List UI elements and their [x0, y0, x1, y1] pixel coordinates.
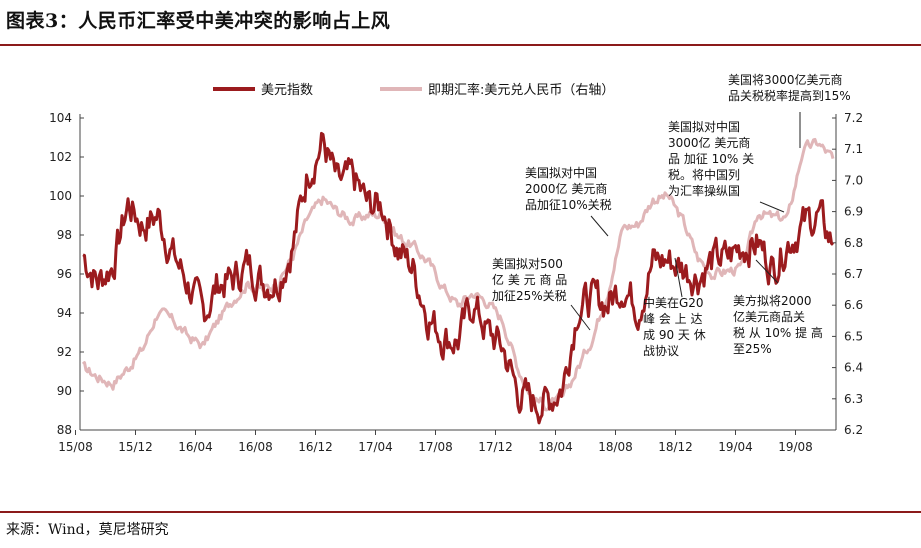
left-tick-label: 90	[57, 384, 72, 398]
x-tick-label: 16/08	[238, 440, 273, 454]
left-tick-label: 104	[49, 111, 72, 125]
x-tick-label: 15/12	[118, 440, 153, 454]
x-tick-label: 18/12	[658, 440, 693, 454]
source-note: 来源：Wind，莫尼塔研究	[6, 522, 169, 538]
right-tick-label: 6.4	[844, 361, 863, 375]
cny-rate-line	[81, 137, 835, 412]
left-tick-label: 98	[57, 228, 72, 242]
annotation-leader-line	[570, 304, 591, 331]
right-tick-label: 7.1	[844, 142, 863, 156]
annotation-text-line: 亿美元商品关	[733, 309, 805, 324]
left-tick-label: 88	[57, 423, 72, 437]
annotation-text-line: 成 90 天 休	[643, 328, 706, 342]
legend-label-cny: 即期汇率:美元兑人民币（右轴）	[428, 82, 614, 98]
right-tick-label: 6.9	[844, 205, 863, 219]
x-tick-label: 18/08	[598, 440, 633, 454]
annotation-leader-line	[759, 201, 785, 213]
annotation-text-line: 品 加征 10% 关	[668, 152, 754, 166]
right-tick-label: 6.2	[844, 423, 863, 437]
right-tick-label: 6.6	[844, 298, 863, 312]
right-tick-label: 6.7	[844, 267, 863, 281]
annotation-text-line: 美方拟将2000	[733, 293, 812, 308]
right-tick-label: 7.0	[844, 173, 863, 187]
left-tick-label: 100	[49, 189, 72, 203]
x-tick-label: 17/08	[418, 440, 453, 454]
legend-label-usd: 美元指数	[261, 83, 313, 98]
annotation-text-line: 加征25%关税	[492, 289, 567, 303]
title-divider	[0, 44, 921, 46]
annotation-text-line: 3000亿 美元商	[668, 135, 750, 150]
annotation-text-line: 亿 美 元 商 品	[492, 272, 567, 287]
annotation-leader-line	[755, 259, 779, 284]
annotation-text-line: 峰 会 上 达	[643, 312, 702, 326]
x-tick-label: 17/04	[358, 440, 393, 454]
annotation-text-line: 战协议	[643, 343, 679, 358]
annotation-leader-line	[674, 257, 683, 298]
x-tick-label: 16/04	[178, 440, 213, 454]
left-tick-label: 96	[57, 267, 72, 281]
x-tick-label: 16/12	[298, 440, 333, 454]
annotation-text-line: 美国拟对中国	[525, 165, 597, 180]
annotation-text-line: 税 从 10% 提 高	[733, 325, 823, 340]
x-tick-label: 18/04	[538, 440, 573, 454]
annotation-text-line: 美国将3000亿美元商	[728, 72, 843, 87]
annotation-text-line: 品关税税率提高到15%	[728, 88, 851, 103]
right-tick-label: 7.2	[844, 111, 863, 125]
x-tick-label: 19/08	[778, 440, 813, 454]
x-tick-label: 15/08	[58, 440, 93, 454]
left-tick-label: 92	[57, 345, 72, 359]
legend: 美元指数 即期汇率:美元兑人民币（右轴）	[213, 82, 614, 98]
x-tick-label: 17/12	[478, 440, 513, 454]
annotation-text-line: 税。将中国列	[668, 167, 740, 182]
right-tick-label: 6.8	[844, 236, 863, 250]
annotation-text-line: 品加征10%关税	[525, 198, 612, 212]
x-tick-label: 19/04	[718, 440, 753, 454]
annotation-text-line: 至25%	[733, 342, 772, 356]
source-divider	[0, 511, 921, 513]
usd-index-line	[82, 131, 835, 425]
right-tick-label: 6.5	[844, 329, 863, 343]
right-tick-label: 6.3	[844, 392, 863, 406]
annotation-text-line: 2000亿 美元商	[525, 181, 607, 196]
annotation-text-line: 中美在G20	[643, 295, 704, 310]
annotation-leader-line	[590, 215, 609, 237]
figure-title: 图表3：人民币汇率受中美冲突的影响占上风	[6, 10, 391, 32]
series-layer	[81, 131, 835, 425]
left-tick-label: 94	[57, 306, 72, 320]
annotation-text-line: 为汇率操纵国	[668, 183, 740, 198]
annotation-text-line: 美国拟对500	[492, 257, 563, 271]
axes: 88 90 92 94 96 98 100 102 104 6.2 6.3 6.4 6.5 6.6 6.7 6…	[49, 111, 863, 454]
annotation-text-line: 美国拟对中国	[668, 119, 740, 134]
left-tick-label: 102	[49, 150, 72, 164]
